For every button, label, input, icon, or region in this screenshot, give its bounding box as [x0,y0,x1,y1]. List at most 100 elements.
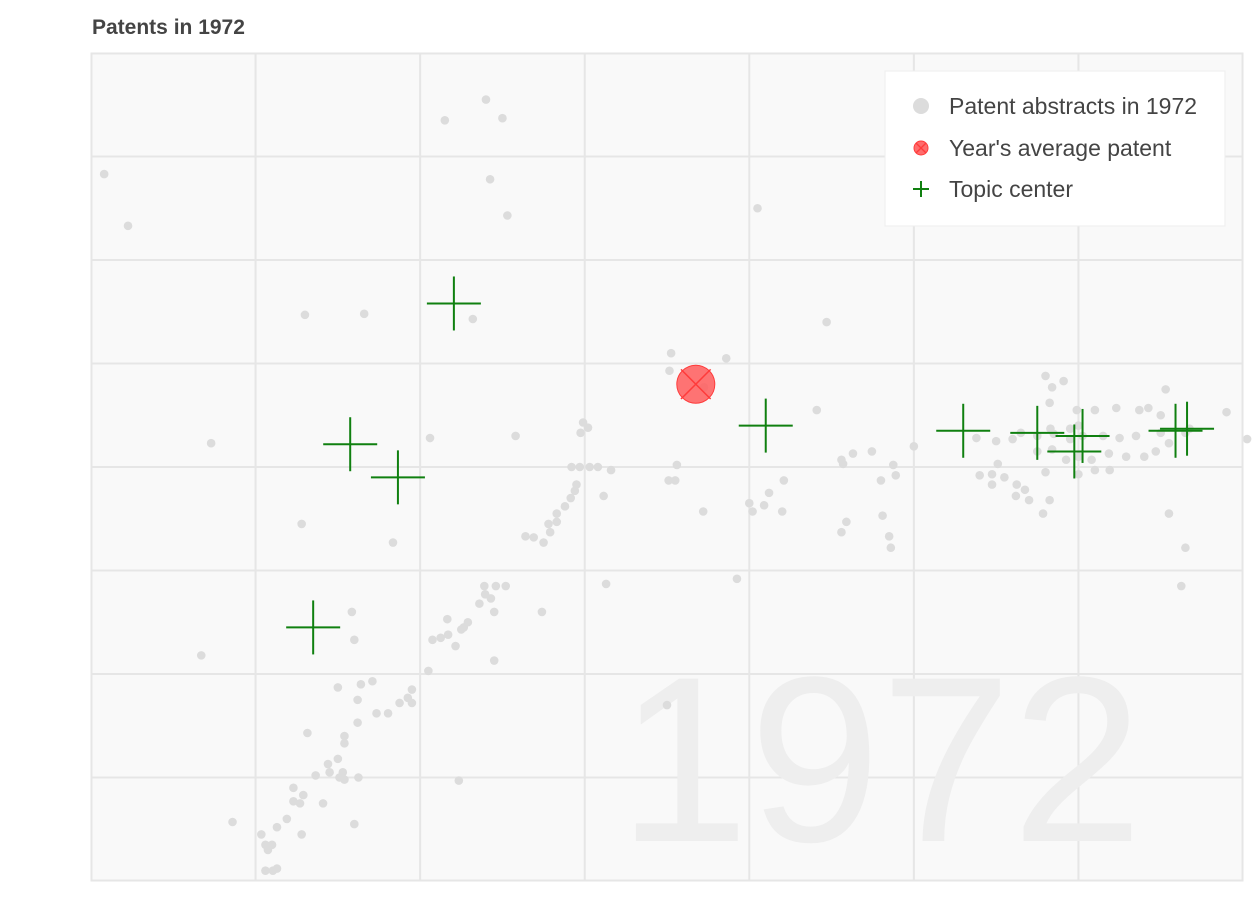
patent-point [1046,424,1055,434]
legend-box [884,70,1226,227]
patent-point [972,433,981,443]
patent-point [388,538,398,547]
patent-point [261,866,270,875]
patent-point [1181,543,1190,553]
patent-point [529,533,538,542]
patent-point [662,700,672,710]
patent-point [425,433,435,443]
patent-point [383,709,393,718]
topic-center-markers [286,276,1215,655]
patent-point [475,599,484,608]
patent-point [575,462,585,472]
average-patent-point [676,364,716,404]
patent-point [261,840,270,850]
patent-point [295,799,305,808]
patent-point [511,431,520,441]
patent-point [665,366,674,376]
patent-point [1041,371,1050,381]
patent-point [777,507,787,516]
topic-center-point [426,276,481,331]
patent-point [842,517,851,527]
patent-point [1074,469,1083,479]
patent-point [822,317,831,327]
patent-point [1090,465,1100,475]
patent-point [748,507,757,516]
topic-center-point [1047,424,1102,479]
patent-point [1144,403,1153,413]
patent-point [1104,449,1114,458]
patent-point [282,814,292,824]
patent-point [333,683,343,692]
patent-point [975,470,984,480]
patent-point [489,607,499,617]
patent-point [812,405,822,415]
patent-point [340,775,349,784]
patent-point [1045,398,1054,408]
patent-point [359,309,369,319]
patent-point [289,797,298,806]
patent-point [583,423,593,432]
patent-point [1164,438,1174,448]
patent-point [1045,495,1054,505]
patent-point [545,527,555,537]
patent-point [779,476,789,485]
patent-point [1156,410,1166,420]
patent-point [891,470,901,480]
topic-center-point [323,417,378,472]
patent-point [1000,473,1009,482]
patent-point [567,462,576,472]
patent-point [123,221,133,231]
patent-point [1111,403,1121,413]
patent-point [1047,383,1057,392]
patent-point [552,517,562,527]
topic-center-point [936,403,991,458]
topic-center-point [370,450,425,505]
patent-point [298,790,308,800]
patent-point [340,739,349,748]
patent-point [991,436,1001,446]
patent-point [666,348,676,358]
patent-point [1074,421,1083,430]
chart-title: Patents in 1972 [92,16,245,39]
patent-point [664,476,673,485]
patent-point [1090,405,1100,415]
patent-point [228,817,237,827]
patent-point [372,709,381,718]
patent-point [1041,467,1050,477]
legend-label-average: Year's average patent [949,135,1172,161]
legend-average-cross [915,142,927,154]
legend-average-marker [913,140,929,156]
topic-center-point [286,600,341,655]
topic-center-point [1148,403,1203,458]
patent-points [99,95,1252,875]
patent-point [837,527,846,537]
patent-point [353,695,362,705]
patent-point [459,623,469,632]
patent-point [544,519,553,529]
patent-point [1020,485,1030,495]
patent-point [721,354,731,363]
patent-point [867,447,877,456]
patent-point [451,641,460,651]
patent-point [443,630,453,639]
patent-point [601,579,611,589]
patent-point [311,771,320,780]
topic-center-point [1010,405,1065,460]
patent-point [1059,376,1068,386]
legend-topic-marker [913,181,929,197]
patent-point [593,462,603,472]
patent-point [491,581,501,591]
patent-point [1038,509,1048,518]
patent-point [1121,452,1131,461]
patent-point [1151,447,1161,456]
patent-point [1074,452,1083,461]
patent-point [1065,424,1075,434]
patent-point [1131,431,1141,441]
patent-point [1011,491,1021,501]
patent-point [303,728,312,738]
patent-point [489,656,499,665]
patent-point [1135,405,1144,415]
patent-point [909,442,919,451]
